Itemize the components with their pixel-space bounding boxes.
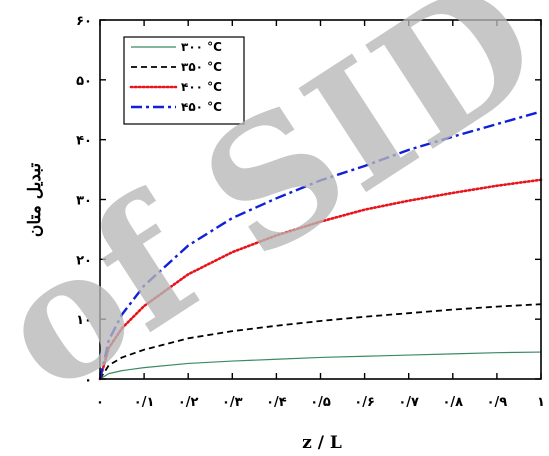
x-tick-labels: ۰ ۰/۱ ۰/۲ ۰/۳ ۰/۴ ۰/۵ ۰/۶ ۰/۷ ۰/۸ ۰/۹ ۱ bbox=[96, 395, 545, 410]
x-tick-label: ۰/۹ bbox=[487, 395, 508, 410]
x-axis-label: z / L bbox=[302, 433, 342, 453]
x-tick-label: ۰/۲ bbox=[178, 395, 199, 410]
y-tick-label: ۴۰ bbox=[76, 134, 92, 149]
x-tick-label: ۰/۴ bbox=[266, 395, 287, 410]
y-tick-label: ۶۰ bbox=[76, 14, 92, 29]
watermark: of SID bbox=[0, 0, 549, 432]
x-tick-label: ۰/۸ bbox=[442, 395, 463, 410]
legend-label-3: ۴۰۰ °C bbox=[181, 80, 222, 94]
x-tick-label: ۰/۶ bbox=[354, 395, 375, 410]
x-tick-label: ۰/۱ bbox=[134, 395, 155, 410]
legend-label-1: ۳۰۰ °C bbox=[181, 40, 222, 54]
x-tick-label: ۰/۷ bbox=[398, 395, 419, 410]
y-tick-label: ۵۰ bbox=[76, 74, 92, 89]
x-tick-label: ۱ bbox=[537, 395, 545, 410]
x-tick-label: ۰/۳ bbox=[222, 395, 243, 410]
x-tick-label: ۰/۵ bbox=[310, 395, 331, 410]
legend-label-2: ۳۵۰ °C bbox=[181, 60, 222, 74]
